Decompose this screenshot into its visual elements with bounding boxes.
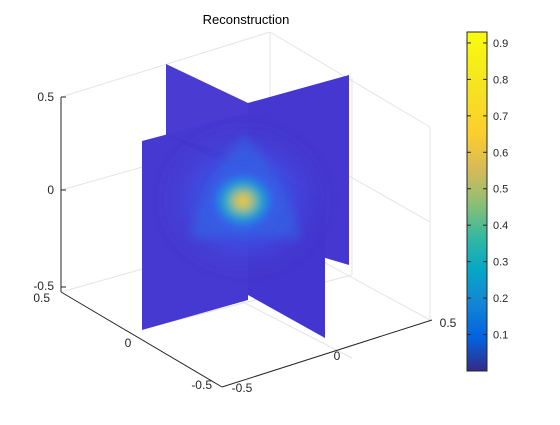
- colorbar-tick-label: 0.5: [493, 184, 508, 196]
- front-axes: [60, 97, 433, 388]
- axis-box: [60, 31, 431, 359]
- colorbar-tick-label: 0.6: [493, 147, 508, 159]
- z-tick-label: 0: [47, 183, 54, 197]
- colorbar-tick-label: 0.1: [493, 330, 508, 342]
- colorbar-gradient: [466, 31, 488, 372]
- y-axis: 0.5 0 -0.5: [33, 291, 212, 392]
- x-tick-label: 0.5: [440, 316, 457, 330]
- y-tick-label: 0.5: [33, 291, 50, 305]
- z-tick-label: -0.5: [33, 279, 54, 293]
- chart-title: Reconstruction: [203, 12, 290, 27]
- slice-planes: [142, 64, 349, 338]
- x-tick-label: 0: [334, 349, 341, 363]
- x-tick-label: -0.5: [232, 381, 253, 395]
- z-tick-label: 0.5: [37, 90, 54, 104]
- colorbar-tick-label: 0.3: [493, 257, 508, 269]
- colorbar-ticks: 0.1 0.2 0.3 0.4 0.5 0.6 0.7 0.8 0.9: [467, 38, 508, 342]
- y-tick-label: -0.5: [191, 378, 212, 392]
- colorbar-tick-label: 0.8: [493, 74, 508, 86]
- colorbar-tick-label: 0.4: [493, 220, 508, 232]
- colorbar: 0.1 0.2 0.3 0.4 0.5 0.6 0.7 0.8 0.9: [466, 31, 508, 372]
- colorbar-tick-label: 0.2: [493, 293, 508, 305]
- z-axis: 0.5 0 -0.5: [33, 90, 66, 293]
- y-tick-label: 0: [125, 336, 132, 350]
- slice-peak: [205, 167, 281, 235]
- colorbar-tick-label: 0.7: [493, 111, 508, 123]
- x-axis: -0.5 0 0.5: [232, 316, 457, 395]
- colorbar-tick-label: 0.9: [493, 38, 508, 50]
